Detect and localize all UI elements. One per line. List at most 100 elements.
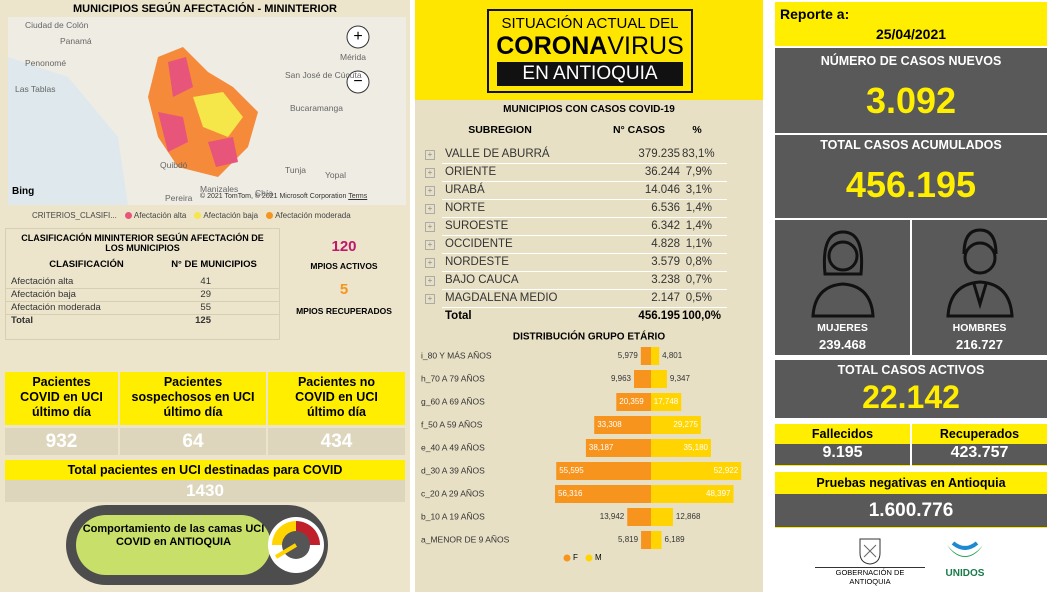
active-box: TOTAL CASOS ACTIVOS 22.142 <box>775 360 1047 418</box>
recovered-value: 5 <box>339 281 349 298</box>
deaths-label: Fallecidos <box>811 427 874 441</box>
subregion-total: 456.195 <box>638 310 680 322</box>
subregion-cell: 3.579 <box>651 256 680 268</box>
banner-line1: SITUACIÓN ACTUAL DEL <box>501 15 679 32</box>
subregion-cell: NORDESTE <box>445 256 509 268</box>
map-title: MUNICIPIOS SEGÚN AFECTACIÓN - MININTERIO… <box>73 3 337 15</box>
bar <box>556 462 651 480</box>
uci-total: 1430 <box>5 480 405 502</box>
subregion-cell: ORIENTE <box>445 166 497 178</box>
subregion-cell: 3,1% <box>685 184 712 196</box>
value-label: 4,801 <box>662 351 683 360</box>
legend-item: Afectación baja <box>194 211 258 220</box>
gov-shield <box>859 538 881 565</box>
bar <box>651 485 734 503</box>
age-label: a_MENOR DE 9 AÑOS <box>421 534 510 544</box>
subregion-header: % <box>692 124 702 136</box>
subregion-cell: VALLE DE ABURRÁ <box>445 148 550 160</box>
bar <box>651 462 742 480</box>
zone-low <box>193 92 243 137</box>
class-row: Total 125 <box>6 315 279 327</box>
women-value: 239.468 <box>819 337 866 352</box>
class-cell: 29 <box>200 289 211 300</box>
class-cell: 55 <box>200 302 211 313</box>
gauge <box>268 517 324 573</box>
row-line <box>442 307 727 308</box>
legend-label: M <box>595 553 602 562</box>
bar <box>651 508 673 526</box>
recovered-cases-value: 423.757 <box>912 444 1047 465</box>
uci-button[interactable]: Comportamiento de las camas UCI COVID en… <box>66 505 328 585</box>
map-legend: CRITERIOS_CLASIFI... Afectación alta Afec… <box>32 211 351 220</box>
row-line <box>442 199 727 200</box>
bing: Bing <box>12 186 34 197</box>
gov-logo: GOBERNACIÓN DE ANTIOQUIA <box>815 537 925 586</box>
legend-text: Afectación moderada <box>275 211 351 220</box>
expand-icon: + <box>425 168 435 178</box>
subregion-cell: 4.828 <box>651 238 680 250</box>
banner-line3: EN ANTIOQUIA <box>497 62 683 86</box>
legend-dot <box>585 554 593 562</box>
class-row: Afectación baja 29 <box>6 289 279 302</box>
subregion-cell: 0,7% <box>685 274 712 286</box>
subregion-cell: 7,9% <box>685 166 712 178</box>
active-cases-value: 22.142 <box>862 379 960 415</box>
value-label: 52,922 <box>714 466 739 475</box>
map: + − <box>8 17 406 205</box>
uci-value: 434 <box>268 428 405 455</box>
bar <box>585 439 651 457</box>
zone-high <box>158 112 188 152</box>
age-label: c_20 A 29 AÑOS <box>421 488 485 498</box>
age-label: g_60 A 69 AÑOS <box>421 396 485 406</box>
value-label: 9,347 <box>670 374 691 383</box>
zoom-in[interactable] <box>346 25 370 49</box>
age-label: e_40 A 49 AÑOS <box>421 442 485 452</box>
unidos-text: UNIDOS <box>945 568 985 579</box>
legend-text: Afectación baja <box>203 211 259 220</box>
value-label: 35,180 <box>684 443 709 452</box>
expand-icon: + <box>425 258 435 268</box>
map-label: Manizales <box>200 184 239 194</box>
age-label: f_50 A 59 AÑOS <box>421 419 483 429</box>
class-cell: Afectación moderada <box>11 302 101 313</box>
row-line <box>442 235 727 236</box>
zoom-out[interactable] <box>346 70 370 94</box>
cum-label: TOTAL CASOS ACUMULADOS <box>820 138 1002 152</box>
subregion-header: SUBREGION <box>468 124 532 136</box>
women-icon <box>810 230 875 318</box>
age-label: b_10 A 19 AÑOS <box>421 511 485 521</box>
banner-frame: SITUACIÓN ACTUAL DEL CORONAVIRUS EN ANTI… <box>487 9 693 93</box>
subregion-cell: OCCIDENTE <box>445 238 513 250</box>
bar <box>555 485 651 503</box>
expand-icon: + <box>425 222 435 232</box>
uci-value: 932 <box>5 428 118 455</box>
subregion-cell: 1,1% <box>685 238 712 250</box>
active-label: MPIOS ACTIVOS <box>310 261 378 271</box>
legend-label: F <box>573 553 578 562</box>
map-label: Las Tablas <box>15 84 56 94</box>
terms[interactable]: Terms <box>348 193 368 200</box>
uci-value: 64 <box>120 428 266 455</box>
banner: SITUACIÓN ACTUAL DEL CORONAVIRUS EN ANTI… <box>415 0 763 100</box>
row-line <box>442 289 727 290</box>
button-text: Comportamiento de las camas UCI COVID en… <box>76 515 271 575</box>
value-label: 17,748 <box>654 397 679 406</box>
subregion-cell: 1,4% <box>685 202 712 214</box>
subregion-cell: 379.235 <box>638 148 680 160</box>
tests-box: Pruebas negativas en Antioquia 1.600.776 <box>775 472 1047 528</box>
zone-high <box>168 57 193 97</box>
class-row: Afectación alta 41 <box>6 276 279 289</box>
subregion-cell: 0,5% <box>685 292 712 304</box>
age-pyramid: DISTRIBUCIÓN GRUPO ETÁRIO i_80 Y MÁS AÑOS… <box>421 330 742 562</box>
value-label: 12,868 <box>676 512 701 521</box>
subregion-cell: 0,8% <box>685 256 712 268</box>
men-label: HOMBRES <box>952 322 1007 334</box>
map-label: San José de Cúcuta <box>285 70 362 80</box>
bing-text: Bing <box>12 186 35 197</box>
class-table: CLASIFICACIÓN MININTERIOR SEGÚN AFECTACI… <box>5 228 280 340</box>
row-line <box>442 163 727 164</box>
new-label: NÚMERO DE CASOS NUEVOS <box>820 54 1002 68</box>
zoom-in-icon: + <box>353 28 362 45</box>
map-label: Panamá <box>60 36 92 46</box>
deaths-value: 9.195 <box>775 444 910 465</box>
